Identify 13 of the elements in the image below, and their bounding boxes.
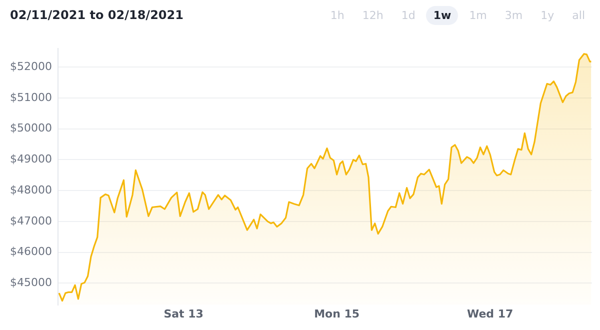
text: 1w [426, 6, 458, 25]
x-tick-label: Mon 15 [314, 307, 360, 320]
y-tick-label: $48000 [10, 183, 52, 196]
y-tick-label: $47000 [10, 214, 52, 228]
chart-title: 02/11/2021 to 02/18/2021 [10, 8, 184, 22]
y-tick-label: $50000 [10, 122, 52, 135]
y-tick-label: $46000 [10, 245, 52, 258]
y-tick-label: $45000 [10, 276, 52, 290]
y-tick-label: $51000 [10, 90, 52, 104]
y-tick-label: $49000 [10, 152, 52, 166]
x-tick-label: Wed 17 [466, 307, 514, 320]
y-tick-label: $52000 [10, 60, 52, 73]
x-tick-label: Sat 13 [164, 307, 204, 320]
